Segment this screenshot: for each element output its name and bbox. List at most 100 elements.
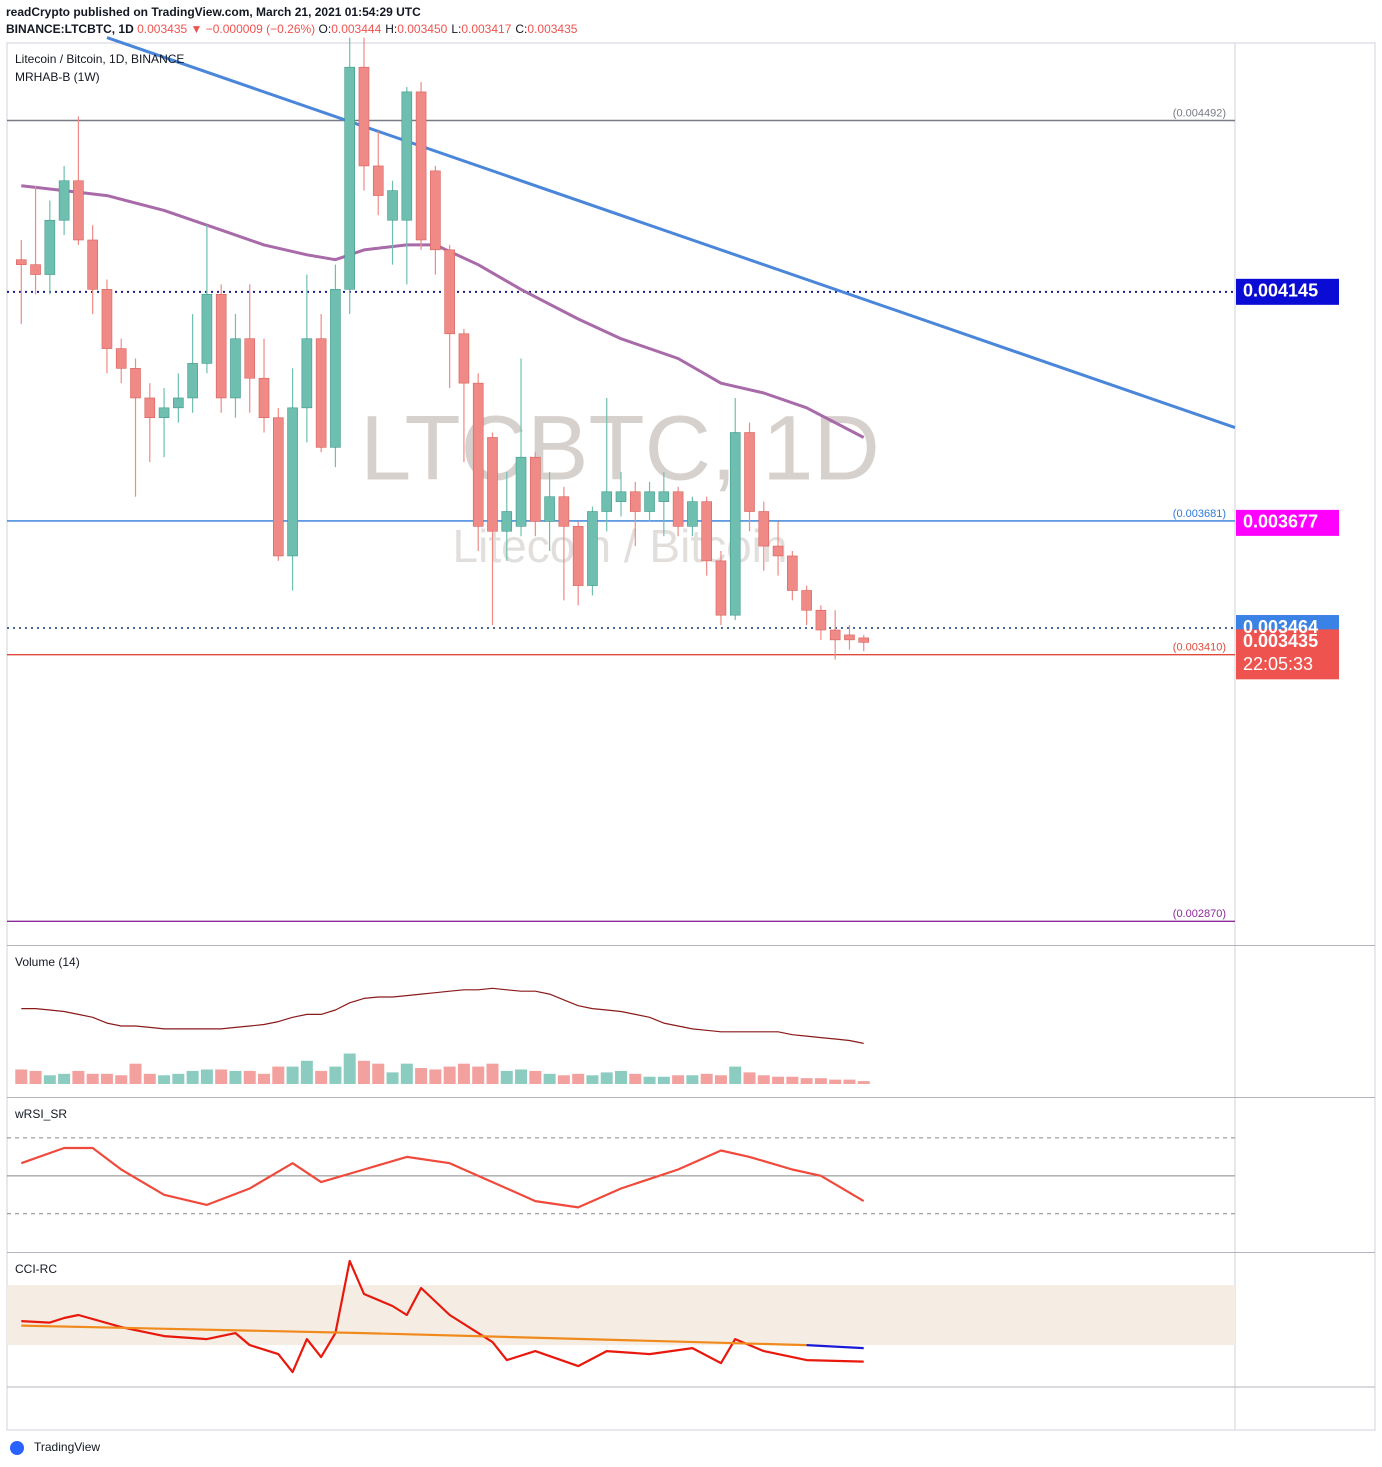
volume-bar [543,1073,556,1084]
candle-body [130,368,141,399]
volume-bar [829,1079,842,1084]
candle-body [801,590,812,611]
volume-bar [772,1076,785,1084]
volume-bar [586,1075,599,1084]
candle-body [458,333,470,384]
volume-bar [372,1063,385,1084]
volume-bar [400,1063,413,1084]
volume-bar [386,1072,399,1084]
candle-body [587,511,598,586]
candle-body [273,417,284,557]
volume-ma [21,987,864,1044]
candle-body [430,170,441,251]
candle-body [244,338,256,379]
volume-bar [329,1066,342,1084]
candle-body [544,496,555,522]
volume-bar [572,1073,585,1084]
ohlc-value: 0.003450 [397,22,448,36]
price-badge-label: 0.004145 [1243,281,1318,301]
volume-bar [557,1075,570,1084]
volume-bar [200,1069,213,1084]
volume-bar [700,1073,713,1084]
pane-title: Litecoin / Bitcoin, 1D, BINANCE [15,52,184,66]
candle-body [173,397,184,409]
candle-body [715,560,727,616]
ohlc-value: 0.003444 [331,22,382,36]
candle-body [101,289,113,349]
candle-body [87,239,98,290]
volume-bar [15,1069,28,1084]
author: readCrypto published on TradingView.com,… [6,5,421,19]
volume-bar [243,1070,256,1084]
countdown: 22:05:33 [1243,654,1313,674]
candle-body [230,338,241,399]
volume-bar [29,1070,42,1084]
volume-bar [857,1081,870,1084]
ohlc-value: 0.003435 [527,22,578,36]
candle-body [787,555,798,591]
symbol: BINANCE:LTCBTC, 1D [6,22,134,36]
candle-body [829,629,841,641]
ohlc-label: C: [515,22,528,36]
volume-bar [729,1066,742,1084]
level-label: (0.004492) [1173,107,1226,119]
candle-body [315,338,327,448]
volume-bar [643,1076,656,1084]
candle-body [73,180,84,241]
volume-bar [457,1063,470,1084]
volume-bar [500,1070,513,1084]
volume-bar [43,1075,56,1084]
candle-body [629,491,641,512]
candle-body [215,293,227,399]
price-badge-label: 0.003677 [1243,512,1318,532]
candle-body [815,609,827,631]
quote-line: BINANCE:LTCBTC, 1D 0.003435 ▼ −0.000009 … [6,21,581,38]
volume-bar [286,1066,299,1084]
overlay-line [106,36,1236,430]
volume-bar [343,1053,356,1084]
volume-bar [357,1060,370,1084]
ohlc-label: H: [385,22,398,36]
candle-body [744,432,755,512]
indicator-line [21,1324,807,1347]
pane-title: CCI-RC [15,1262,57,1276]
volume-bar [686,1075,699,1084]
indicator-line [806,1344,864,1350]
candle-body [858,637,870,643]
candle-body [372,165,384,196]
candle-body [287,407,298,557]
volume-bar [743,1072,756,1084]
volume-bar [215,1069,228,1084]
watermark: LTCBTC, 1D [360,397,880,499]
candle-body [330,289,341,448]
candle-body [472,382,484,527]
volume-bar [800,1078,813,1084]
change: ▼ −0.000009 (−0.26%) [190,22,316,36]
candle-body [44,219,56,275]
volume-bar [258,1073,271,1084]
candle-body [344,66,355,290]
candle-body [444,249,455,335]
frame [6,42,1376,1431]
candle-body [615,491,627,502]
volume-bar [814,1078,827,1084]
volume-bar [429,1069,442,1084]
candle-body [258,377,270,419]
volume-bar [600,1072,613,1084]
volume-bar [714,1075,727,1084]
candle-body [187,363,198,399]
price-badge [1236,278,1339,305]
candle-body [687,501,698,527]
volume-bar [143,1073,156,1084]
candle-body [844,634,855,641]
candle-body [701,501,712,562]
level-label: (0.003681) [1173,508,1226,520]
indicator-line [21,1259,864,1374]
candle-body [558,496,570,527]
candle-body [729,432,741,616]
candle-body [515,456,527,527]
volume-bar [300,1060,313,1084]
candle-body [144,397,156,419]
candle-body [158,407,170,419]
